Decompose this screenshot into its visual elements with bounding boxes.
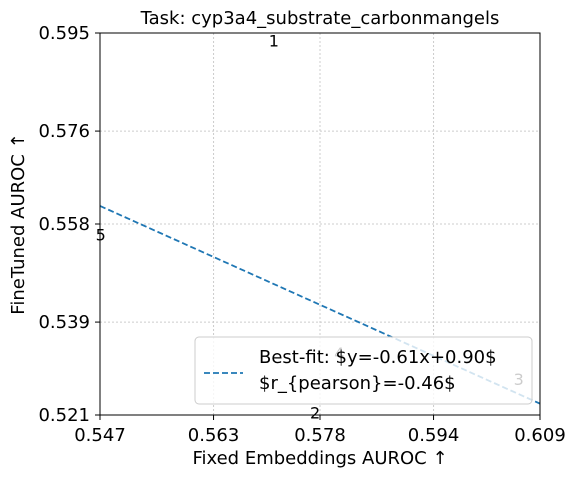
x-tick-label: 0.609 [514,425,566,446]
legend-box [194,336,533,405]
point-label-2: 2 [310,403,320,422]
legend-r-label: $r_{pearson}=-0.46$ [259,373,456,394]
x-tick-label: 0.594 [408,425,460,446]
y-tick-label: 0.595 [38,23,90,44]
chart-title: Task: cyp3a4_substrate_carbonmangels [140,8,500,29]
x-tick-label: 0.578 [294,425,346,446]
legend: Best-fit: $y=-0.61x+0.90$ $r_{pearson}=-0… [194,336,533,405]
y-axis-label: FineTuned AUROC ↑ [8,133,29,314]
point-label-1: 1 [269,32,279,51]
point-label-5: 5 [96,225,106,244]
y-tick-label: 0.521 [38,405,90,426]
x-tick-label: 0.563 [188,425,240,446]
legend-fit-label: Best-fit: $y=-0.61x+0.90$ [259,347,497,368]
axis-ticks: 0.547 0.563 0.578 0.594 0.609 0.521 0.539 0.558… [38,23,565,446]
y-tick-label: 0.539 [38,312,90,333]
x-tick-label: 0.547 [74,425,126,446]
x-axis-label: Fixed Embeddings AUROC ↑ [192,448,447,469]
y-tick-label: 0.558 [38,214,90,235]
y-tick-label: 0.576 [38,121,90,142]
